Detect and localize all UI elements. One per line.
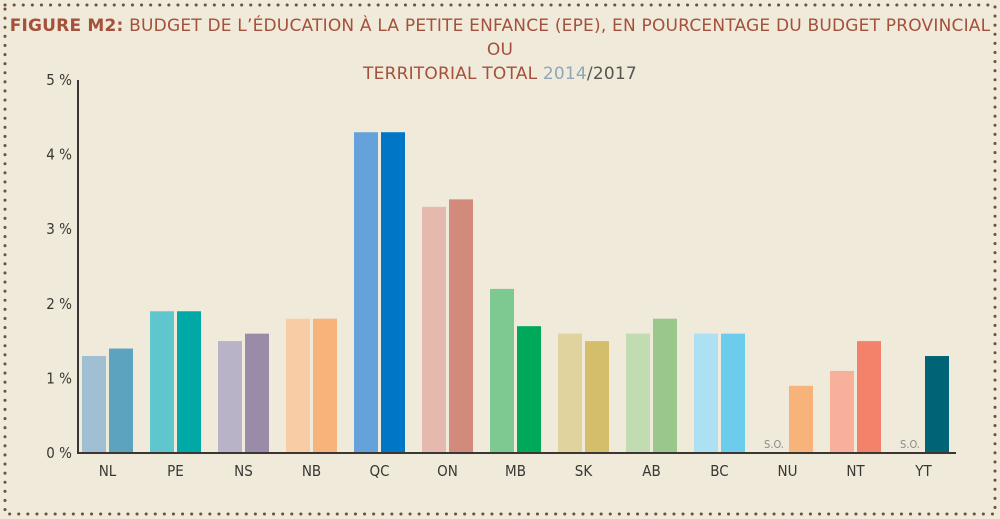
- bar-2017-on: [449, 199, 473, 453]
- title-text-2: TERRITORIAL TOTAL: [363, 64, 543, 84]
- x-tick-label: NB: [302, 462, 321, 480]
- bar-2014-on: [422, 206, 446, 453]
- chart-title-line-2: TERRITORIAL TOTAL 2014/2017: [0, 62, 1000, 86]
- x-tick-label: MB: [505, 462, 526, 480]
- missing-value-label: S.O.: [900, 438, 920, 451]
- x-tick-label: QC: [369, 462, 389, 480]
- bar-2017-nb: [313, 318, 337, 453]
- y-tick-label: 2 %: [46, 295, 72, 313]
- legend-year-2014: 2014: [542, 64, 587, 84]
- bar-2014-nb: [286, 318, 310, 453]
- bar-2014-ns: [218, 341, 242, 453]
- x-tick-label: BC: [710, 462, 728, 480]
- y-tick-label: 1 %: [46, 369, 72, 387]
- y-tick-label: 3 %: [46, 220, 72, 238]
- y-tick-label: 4 %: [46, 146, 72, 164]
- bar-2017-mb: [517, 326, 541, 453]
- bar-2014-sk: [558, 333, 582, 453]
- bar-2017-nt: [857, 341, 881, 453]
- bar-2017-sk: [585, 341, 609, 453]
- bar-2017-bc: [721, 333, 745, 453]
- x-tick-label: NL: [99, 462, 117, 480]
- title-text-1: BUDGET DE L’ÉDUCATION À LA PETITE ENFANC…: [129, 16, 991, 60]
- bar-2014-qc: [354, 132, 378, 453]
- bar-2014-nl: [82, 356, 106, 453]
- y-tick-label: 0 %: [46, 444, 72, 462]
- bar-2014-mb: [490, 288, 514, 453]
- x-tick-label: SK: [575, 462, 594, 480]
- bar-2017-ns: [245, 333, 269, 453]
- chart-title-line-1: FIGURE M2: BUDGET DE L’ÉDUCATION À LA PE…: [0, 14, 1000, 62]
- x-tick-label: NT: [846, 462, 865, 480]
- bar-2017-pe: [177, 311, 201, 453]
- x-tick-label: NS: [234, 462, 253, 480]
- bar-2017-nu: [789, 385, 813, 453]
- chart-title: FIGURE M2: BUDGET DE L’ÉDUCATION À LA PE…: [0, 14, 1000, 86]
- y-tick-label: 5 %: [46, 71, 72, 89]
- bar-2017-qc: [381, 132, 405, 453]
- x-tick-label: NU: [778, 462, 798, 480]
- bar-2017-yt: [925, 356, 949, 453]
- bar-2014-bc: [694, 333, 718, 453]
- missing-value-label: S.O.: [764, 438, 784, 451]
- bar-2017-ab: [653, 318, 677, 453]
- x-tick-label: YT: [914, 462, 932, 480]
- figure-label: FIGURE M2:: [9, 16, 124, 36]
- bar-2014-nt: [830, 370, 854, 453]
- legend-year-2017: 2017: [592, 64, 637, 84]
- bar-2014-ab: [626, 333, 650, 453]
- bar-2014-pe: [150, 311, 174, 453]
- year-separator: /: [586, 64, 593, 84]
- x-tick-label: PE: [167, 462, 184, 480]
- x-tick-label: ON: [437, 462, 458, 480]
- bar-2017-nl: [109, 348, 133, 453]
- x-tick-label: AB: [642, 462, 661, 480]
